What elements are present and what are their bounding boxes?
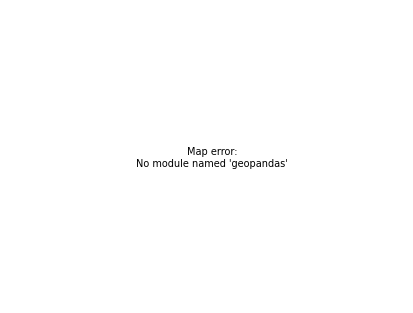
- Text: Map error:
No module named 'geopandas': Map error: No module named 'geopandas': [136, 147, 287, 169]
